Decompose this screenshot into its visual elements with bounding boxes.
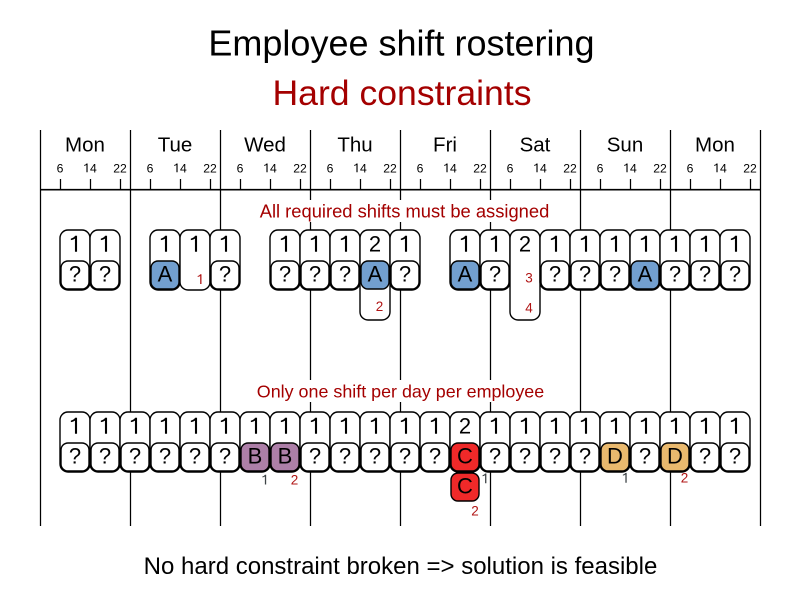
svg-text:4: 4 xyxy=(540,161,547,175)
svg-text:?: ? xyxy=(729,262,741,287)
svg-text:All required shifts must be as: All required shifts must be assigned xyxy=(260,201,550,222)
svg-text:?: ? xyxy=(339,262,351,287)
svg-text:?: ? xyxy=(339,444,351,469)
svg-text:?: ? xyxy=(579,444,591,469)
svg-text:No hard constraint broken => s: No hard constraint broken => solution is… xyxy=(144,553,658,580)
svg-text:Fri: Fri xyxy=(433,133,457,156)
svg-text:D: D xyxy=(607,444,623,469)
svg-text:?: ? xyxy=(549,444,561,469)
svg-text:4: 4 xyxy=(180,161,187,175)
svg-text:?: ? xyxy=(219,444,231,469)
svg-text:Wed: Wed xyxy=(244,133,286,156)
svg-text:22: 22 xyxy=(473,161,487,175)
svg-text:Mon: Mon xyxy=(65,133,105,156)
svg-text:6: 6 xyxy=(147,161,154,175)
svg-text:?: ? xyxy=(669,262,681,287)
svg-text:A: A xyxy=(158,262,173,287)
svg-text:?: ? xyxy=(639,444,651,469)
svg-text:22: 22 xyxy=(293,161,307,175)
svg-text:?: ? xyxy=(399,262,411,287)
svg-text:A: A xyxy=(458,262,473,287)
svg-text:Thu: Thu xyxy=(337,133,372,156)
svg-text:Hard constraints: Hard constraints xyxy=(272,73,531,113)
svg-text:?: ? xyxy=(429,444,441,469)
svg-text:Only one shift per day per emp: Only one shift per day per employee xyxy=(257,381,544,401)
svg-text:22: 22 xyxy=(653,161,667,175)
svg-text:?: ? xyxy=(279,262,291,287)
svg-text:22: 22 xyxy=(743,161,757,175)
svg-text:6: 6 xyxy=(507,161,514,175)
svg-text:C: C xyxy=(457,444,473,469)
svg-text:22: 22 xyxy=(563,161,577,175)
svg-text:6: 6 xyxy=(57,161,64,175)
svg-text:4: 4 xyxy=(90,161,97,175)
svg-text:?: ? xyxy=(309,262,321,287)
svg-text:2: 2 xyxy=(291,473,299,488)
svg-text:?: ? xyxy=(729,444,741,469)
svg-text:22: 22 xyxy=(383,161,397,175)
svg-text:2: 2 xyxy=(369,232,381,257)
svg-text:2: 2 xyxy=(376,299,384,314)
svg-text:A: A xyxy=(368,262,383,287)
svg-text:?: ? xyxy=(549,262,561,287)
svg-text:4: 4 xyxy=(270,161,277,175)
svg-text:B: B xyxy=(248,444,263,469)
svg-text:Sun: Sun xyxy=(607,133,643,156)
svg-text:6: 6 xyxy=(687,161,694,175)
svg-text:6: 6 xyxy=(597,161,604,175)
svg-text:?: ? xyxy=(309,444,321,469)
svg-text:2: 2 xyxy=(471,504,479,519)
svg-text:C: C xyxy=(457,474,473,499)
svg-text:Tue: Tue xyxy=(158,133,193,156)
svg-text:?: ? xyxy=(369,444,381,469)
svg-text:?: ? xyxy=(489,444,501,469)
svg-text:6: 6 xyxy=(417,161,424,175)
svg-text:2: 2 xyxy=(681,471,689,486)
svg-text:B: B xyxy=(278,444,293,469)
svg-text:22: 22 xyxy=(113,161,127,175)
svg-text:3: 3 xyxy=(525,271,533,286)
svg-text:6: 6 xyxy=(327,161,334,175)
svg-text:4: 4 xyxy=(720,161,727,175)
svg-text:Sat: Sat xyxy=(520,133,551,156)
svg-text:4: 4 xyxy=(360,161,367,175)
svg-text:?: ? xyxy=(99,444,111,469)
svg-text:?: ? xyxy=(579,262,591,287)
svg-text:?: ? xyxy=(489,262,501,287)
svg-text:D: D xyxy=(667,444,683,469)
svg-text:2: 2 xyxy=(459,414,471,439)
svg-text:?: ? xyxy=(219,262,231,287)
svg-text:4: 4 xyxy=(450,161,457,175)
svg-text:Employee shift rostering: Employee shift rostering xyxy=(208,23,594,64)
svg-text:?: ? xyxy=(99,262,111,287)
svg-text:Mon: Mon xyxy=(695,133,735,156)
svg-text:?: ? xyxy=(69,444,81,469)
svg-text:?: ? xyxy=(69,262,81,287)
svg-text:?: ? xyxy=(699,262,711,287)
svg-text:4: 4 xyxy=(630,161,637,175)
svg-text:4: 4 xyxy=(525,301,533,316)
svg-text:?: ? xyxy=(189,444,201,469)
svg-text:?: ? xyxy=(699,444,711,469)
svg-text:?: ? xyxy=(129,444,141,469)
svg-text:?: ? xyxy=(519,444,531,469)
svg-text:2: 2 xyxy=(519,232,531,257)
svg-text:?: ? xyxy=(399,444,411,469)
svg-text:?: ? xyxy=(159,444,171,469)
svg-text:22: 22 xyxy=(203,161,217,175)
svg-text:A: A xyxy=(638,262,653,287)
svg-text:?: ? xyxy=(609,262,621,287)
svg-text:6: 6 xyxy=(237,161,244,175)
